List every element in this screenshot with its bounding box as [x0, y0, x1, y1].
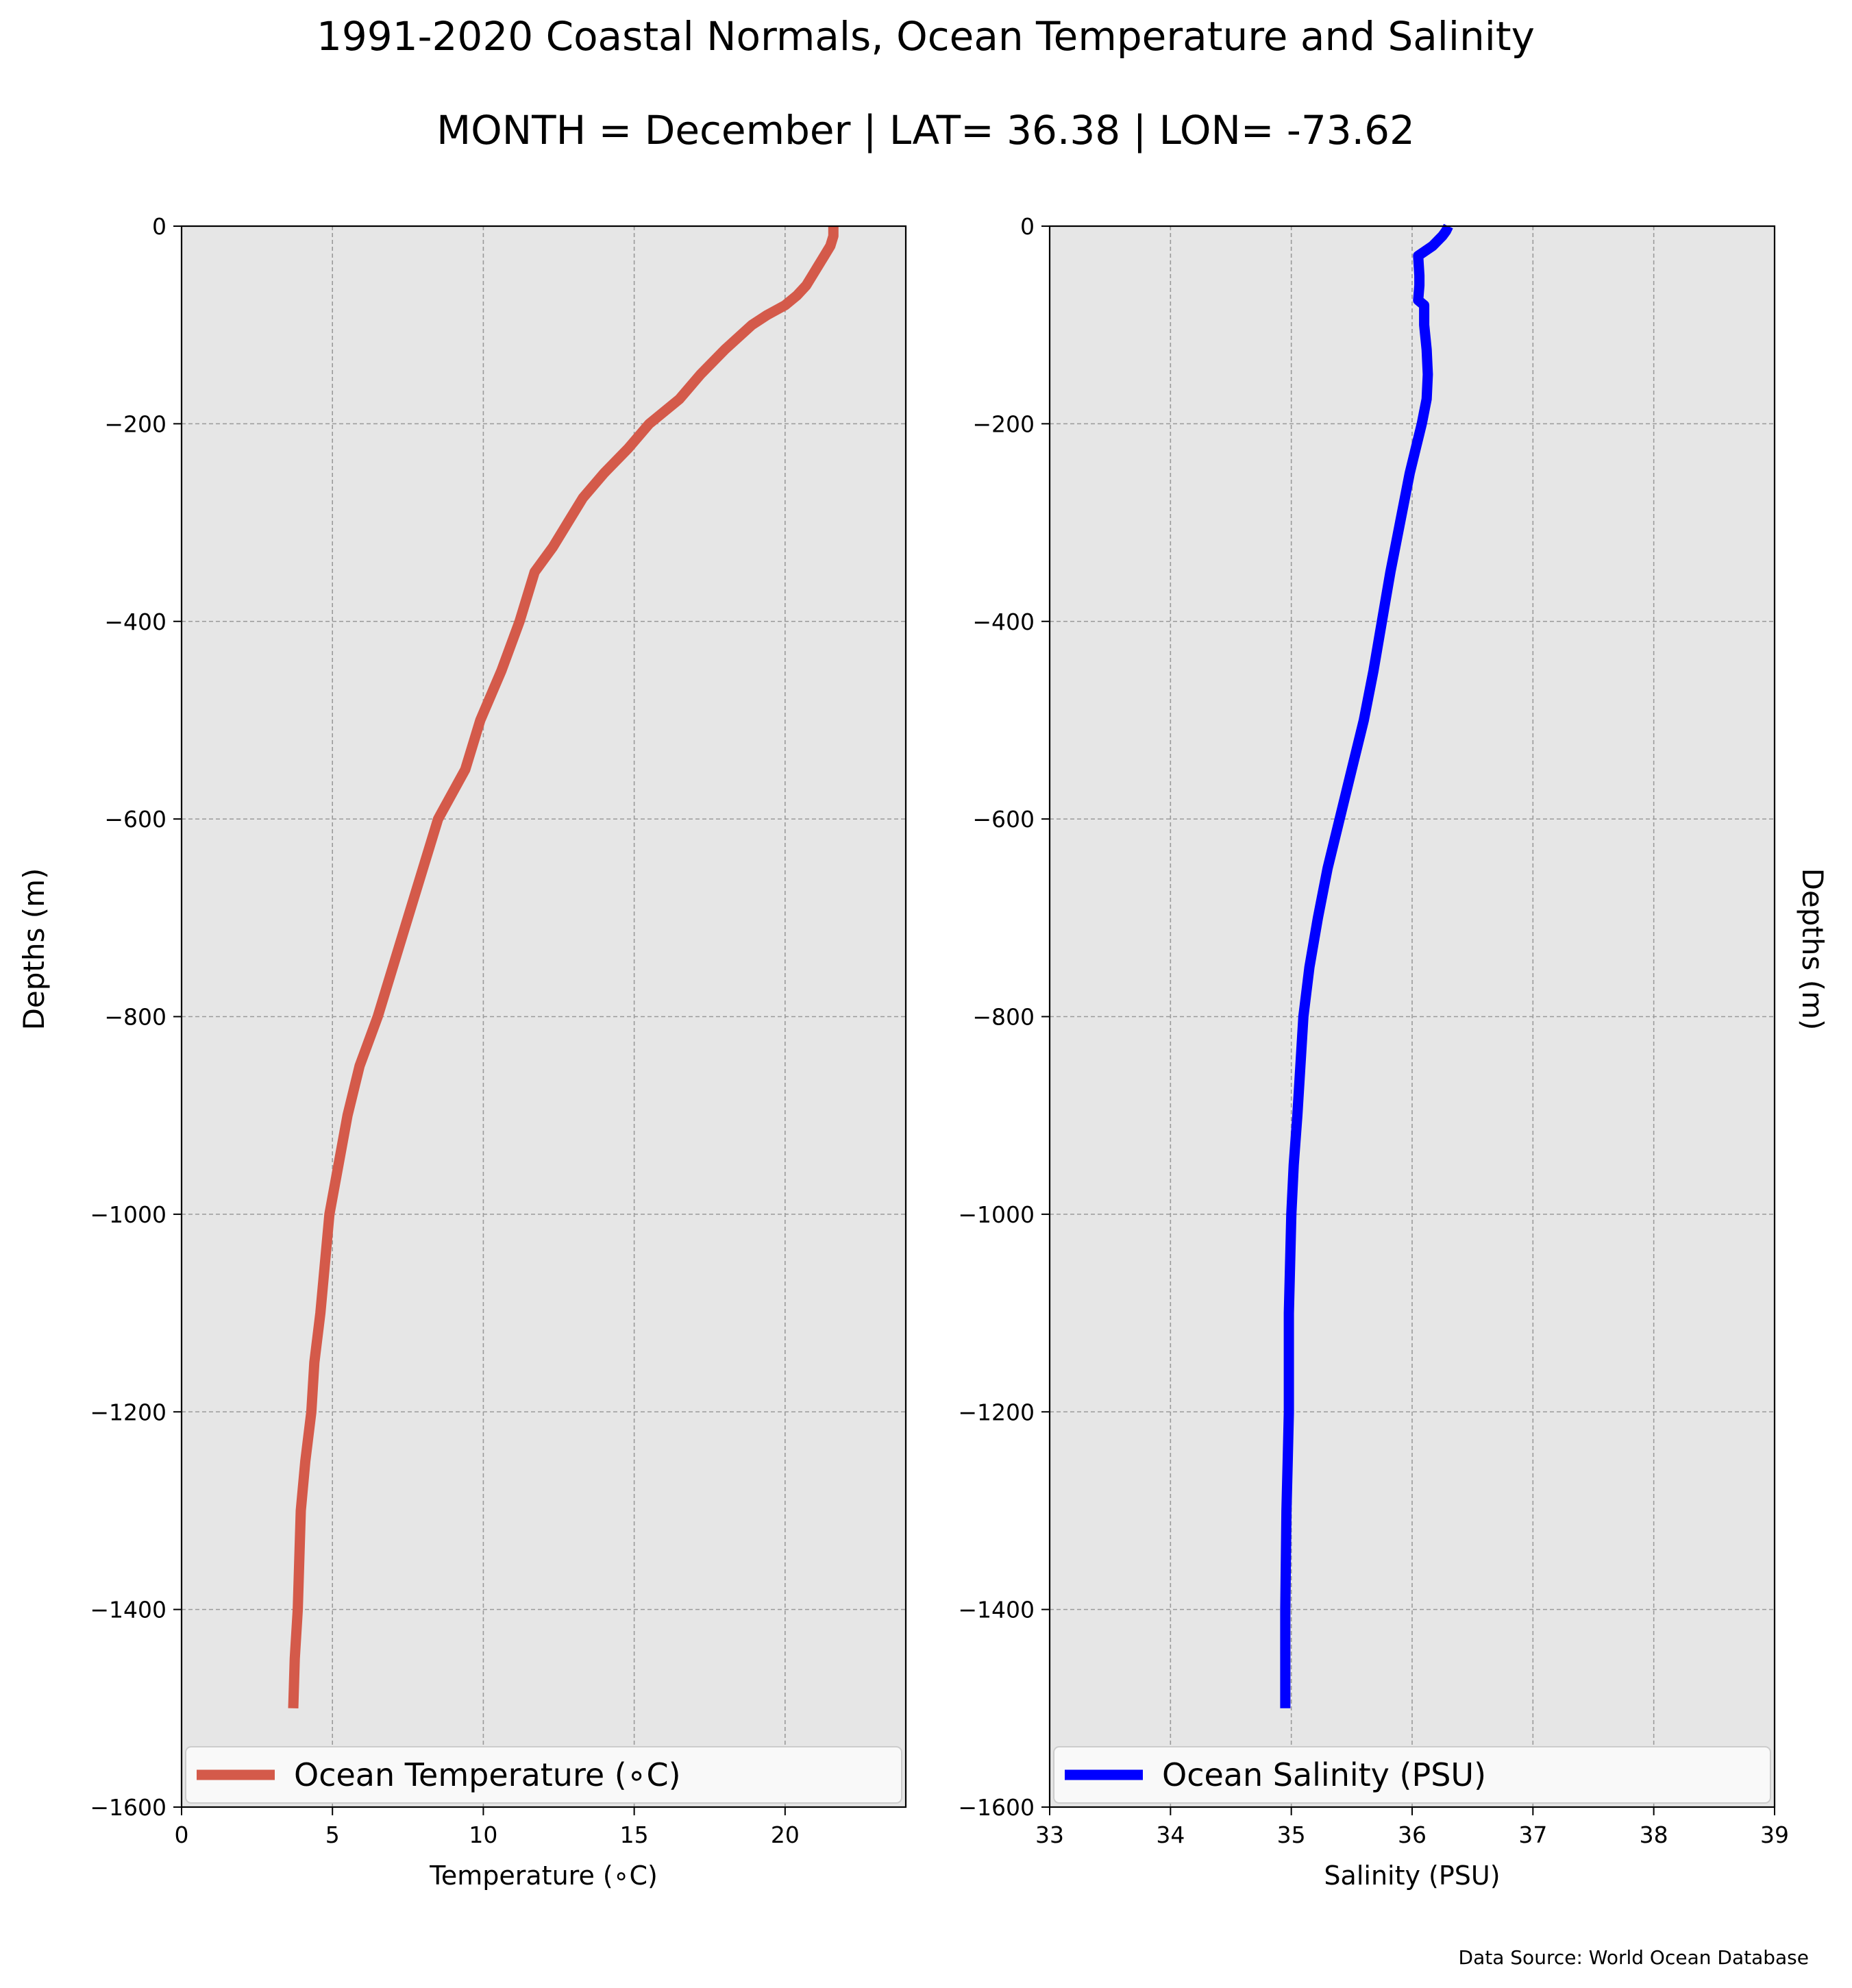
- salinity-y-tick-label: −1400: [958, 1597, 1035, 1623]
- chart-title: 1991-2020 Coastal Normals, Ocean Tempera…: [317, 13, 1535, 60]
- salinity-x-tick-label: 36: [1398, 1821, 1427, 1848]
- temperature-plot-area: [182, 226, 906, 1807]
- left-y-axis-label: Depths (m): [17, 868, 51, 1031]
- temperature-legend-label: Ocean Temperature (∘C): [294, 1756, 681, 1793]
- salinity-y-tick-label: −600: [972, 806, 1035, 833]
- chart-subtitle: MONTH = December | LAT= 36.38 | LON= -73…: [436, 107, 1415, 154]
- temperature-y-tick-label: −1600: [90, 1794, 166, 1821]
- salinity-y-tick-label: −200: [972, 410, 1035, 437]
- temperature-x-tick-label: 5: [325, 1821, 340, 1848]
- salinity-x-tick-label: 33: [1035, 1821, 1064, 1848]
- temperature-y-tick-label: −1000: [90, 1201, 166, 1228]
- temperature-x-axis-label: Temperature (∘C): [429, 1861, 658, 1891]
- salinity-panel: 33 34 35 36 37 38 39 0 −200 −400 −600 −800 −1000 −120…: [958, 213, 1789, 1891]
- salinity-x-tick-label: 34: [1156, 1821, 1185, 1848]
- salinity-x-axis-label: Salinity (PSU): [1324, 1861, 1500, 1891]
- salinity-legend: [1053, 1746, 1771, 1804]
- salinity-y-tick-label: −400: [972, 609, 1035, 635]
- temperature-x-tick-label: 20: [771, 1821, 800, 1848]
- right-y-axis-label: Depths (m): [1796, 868, 1829, 1031]
- salinity-y-tick-label: −1600: [958, 1794, 1035, 1821]
- temperature-series-line: [288, 226, 839, 1709]
- salinity-x-tick-label: 35: [1277, 1821, 1306, 1848]
- temperature-x-tick-label: 0: [175, 1821, 189, 1848]
- data-source-note: Data Source: World Ocean Database: [1459, 1946, 1809, 1969]
- salinity-series-line: [1280, 223, 1453, 1708]
- temperature-y-tick-label: −600: [104, 806, 166, 833]
- salinity-y-tick-label: −1200: [958, 1399, 1035, 1425]
- temperature-panel: 0 5 10 15 20 0 −200 −400 −600 −800 −1000 −1200 −1400…: [90, 213, 907, 1891]
- temperature-y-tick-label: −800: [104, 1004, 166, 1031]
- salinity-x-tick-label: 38: [1640, 1821, 1668, 1848]
- temperature-y-tick-label: 0: [152, 213, 166, 240]
- temperature-y-tick-label: −1400: [90, 1597, 166, 1623]
- salinity-legend-label: Ocean Salinity (PSU): [1162, 1756, 1486, 1793]
- salinity-y-tick-label: −1000: [958, 1201, 1035, 1228]
- salinity-y-tick-label: 0: [1020, 213, 1035, 240]
- salinity-x-tick-label: 39: [1760, 1821, 1789, 1848]
- salinity-x-tick-label: 37: [1518, 1821, 1547, 1848]
- temperature-x-tick-label: 10: [469, 1821, 497, 1848]
- temperature-x-tick-label: 15: [620, 1821, 649, 1848]
- temperature-y-tick-label: −200: [104, 410, 166, 437]
- salinity-y-tick-label: −800: [972, 1004, 1035, 1031]
- temperature-y-tick-label: −400: [104, 609, 166, 635]
- temperature-y-tick-label: −1200: [90, 1399, 166, 1425]
- temperature-legend: [185, 1746, 902, 1804]
